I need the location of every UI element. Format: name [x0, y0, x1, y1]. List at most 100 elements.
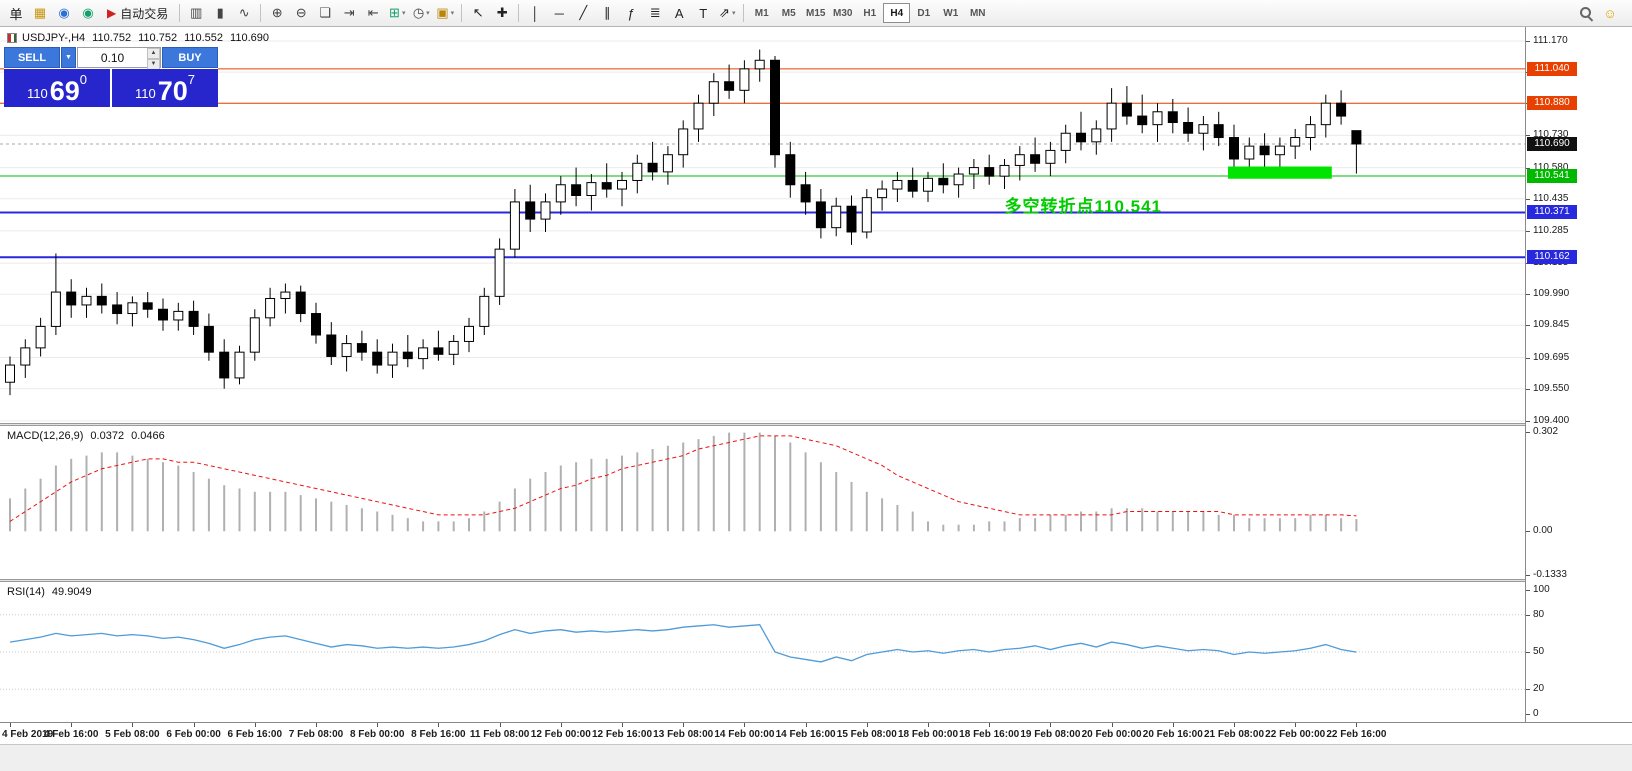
time-tick-mark	[683, 723, 685, 727]
time-axis[interactable]: 4 Feb 2019 4 Feb 16:00 5 Feb 08:00 6 Feb 00…	[0, 722, 1632, 744]
candle	[418, 347, 429, 360]
timeframe-m1-button[interactable]: M1	[754, 7, 769, 19]
price-tick-label: 109.550	[1533, 382, 1570, 394]
time-axis-label: 4 Feb 2019	[2, 729, 54, 740]
volume-value: 0.10	[100, 50, 125, 65]
price-level-badge: 111.040	[1527, 61, 1577, 76]
tile-windows-icon[interactable]: ❏	[319, 5, 332, 20]
fibonacci-icon[interactable]: ƒ	[627, 5, 635, 21]
shapes-icon[interactable]: ≣	[649, 5, 661, 20]
rsi-tick-label: 0	[1533, 708, 1539, 719]
crosshair-icon[interactable]: ✚	[496, 5, 508, 20]
timeframe-m5-button[interactable]: M5	[781, 7, 796, 19]
candle	[617, 179, 627, 190]
candle	[387, 351, 398, 366]
chart-shift-icon[interactable]: ⇤	[367, 5, 379, 20]
cursor-icon[interactable]: ↖	[472, 5, 484, 20]
rsi-tick-label: 100	[1533, 584, 1550, 595]
search-icon[interactable]	[1575, 3, 1597, 23]
price-tick-label: 110.435	[1533, 192, 1569, 204]
candle	[494, 248, 505, 297]
timeframe-mn-button[interactable]: MN	[969, 7, 986, 19]
community-icon[interactable]: ◉	[82, 5, 94, 20]
candle	[280, 291, 291, 300]
candle	[35, 325, 46, 349]
text-label-icon[interactable]: T	[699, 5, 708, 21]
candle	[739, 68, 750, 91]
new-order-icon[interactable]: 单	[9, 6, 23, 22]
timeframe-h4-button[interactable]: H4	[883, 3, 911, 23]
candle	[831, 205, 842, 229]
horizontal-line-icon[interactable]: ─	[554, 5, 564, 21]
zoom-out-icon[interactable]: ⊖	[295, 5, 307, 20]
axis-tick-mark	[1526, 357, 1530, 359]
macd-panel-chart[interactable]	[0, 426, 1525, 579]
volume-input[interactable]: 0.10 ▲ ▼	[77, 47, 161, 70]
price-tick-label: 111.170	[1533, 34, 1568, 46]
timeframe-m15-button[interactable]: M15	[806, 7, 826, 19]
timeframe-w1-button[interactable]: W1	[943, 7, 959, 19]
sell-price-big: 69	[49, 76, 80, 107]
main-price-chart[interactable]	[0, 27, 1525, 423]
candle	[265, 298, 276, 319]
buy-price-display[interactable]: 110 70 7	[112, 69, 218, 107]
vertical-line-icon[interactable]: │	[531, 5, 540, 21]
sell-price-display[interactable]: 110 69 0	[4, 69, 110, 107]
one-click-trading-panel: SELL ▼ 0.10 ▲ ▼ BUY 110 69 0 110 70 7	[4, 47, 218, 107]
time-tick-mark	[254, 723, 256, 727]
chart-window[interactable]: USDJPY-,H4 110.752 110.752 110.552 110.6…	[0, 27, 1632, 771]
time-axis-label: 5 Feb 08:00	[105, 729, 160, 740]
indicators-icon[interactable]: ⊞ ▾	[389, 5, 406, 20]
time-tick-mark	[316, 723, 317, 727]
axis-tick-mark	[1526, 198, 1530, 200]
candle	[632, 162, 643, 181]
price-axis[interactable]: 111.170111.025110.880110.730110.580110.4…	[1525, 27, 1632, 744]
buy-price-prefix: 110	[134, 86, 156, 101]
zoom-in-icon[interactable]: ⊕	[271, 5, 283, 20]
price-tick-label: 110.285	[1533, 224, 1569, 236]
bottom-strip	[0, 744, 1632, 771]
candle	[938, 177, 949, 186]
time-axis-label: 8 Feb 00:00	[349, 729, 405, 740]
timeframe-m30-button[interactable]: M30	[833, 7, 853, 19]
candle	[800, 184, 811, 203]
axis-tick-mark	[1526, 325, 1530, 327]
low-value: 110.552	[184, 32, 224, 44]
smiley-icon[interactable]: ☺	[1603, 5, 1617, 21]
line-chart-icon[interactable]: ∿	[238, 5, 250, 20]
arrows-icon[interactable]: ⇗ ▾	[719, 5, 736, 20]
panel-separator[interactable]	[0, 579, 1632, 582]
candle	[1305, 124, 1316, 139]
auto-scroll-icon[interactable]: ⇥	[343, 5, 355, 20]
templates-icon[interactable]: ▣ ▾	[436, 5, 455, 20]
channel-icon[interactable]: ∥	[604, 5, 611, 20]
new-chart-icon[interactable]: ▦	[33, 5, 47, 20]
time-tick-mark	[866, 723, 868, 727]
sell-button[interactable]: SELL	[4, 47, 60, 68]
auto-trading-button[interactable]: ▶ 自动交易	[107, 6, 169, 21]
candle	[968, 167, 979, 175]
toolbar-left-group: 单 ▦ ◉ ◉ ▶ 自动交易 ▥ ▮ ∿ ⊕ ⊖ ❏ ⇥ ⇤ ⊞ ▾ ◷ ▾ ▣ ▾ ↖ ✚ │ ─ ╱ ∥ ƒ ≣ A T ⇗ ▾ M1 M5 M…	[4, 3, 991, 23]
accounts-icon[interactable]: ◉	[58, 5, 70, 20]
volume-up-button[interactable]: ▲	[147, 48, 160, 59]
candle	[923, 177, 933, 192]
timeframe-d1-button[interactable]: D1	[917, 7, 931, 19]
candle	[601, 182, 612, 190]
periods-icon[interactable]: ◷ ▾	[412, 5, 430, 20]
bar-chart-icon[interactable]: ▥	[190, 5, 203, 20]
candlestick-chart-icon[interactable]: ▮	[216, 5, 224, 20]
buy-button[interactable]: BUY	[162, 47, 218, 68]
order-type-dropdown[interactable]: ▼	[61, 47, 76, 68]
time-tick-mark	[193, 723, 195, 727]
text-icon[interactable]: A	[674, 5, 684, 21]
candle	[1030, 154, 1041, 164]
rsi-panel-chart[interactable]	[0, 582, 1525, 722]
panel-separator[interactable]	[0, 423, 1632, 426]
candle	[540, 201, 551, 220]
trendline-icon[interactable]: ╱	[579, 5, 588, 20]
pivot-annotation-text: 多空转折点110.541	[1004, 196, 1163, 216]
axis-tick-mark	[1526, 590, 1530, 591]
chart-symbol-header: USDJPY-,H4 110.752 110.752 110.552 110.6…	[7, 32, 269, 44]
timeframe-h1-button[interactable]: H1	[863, 7, 877, 19]
